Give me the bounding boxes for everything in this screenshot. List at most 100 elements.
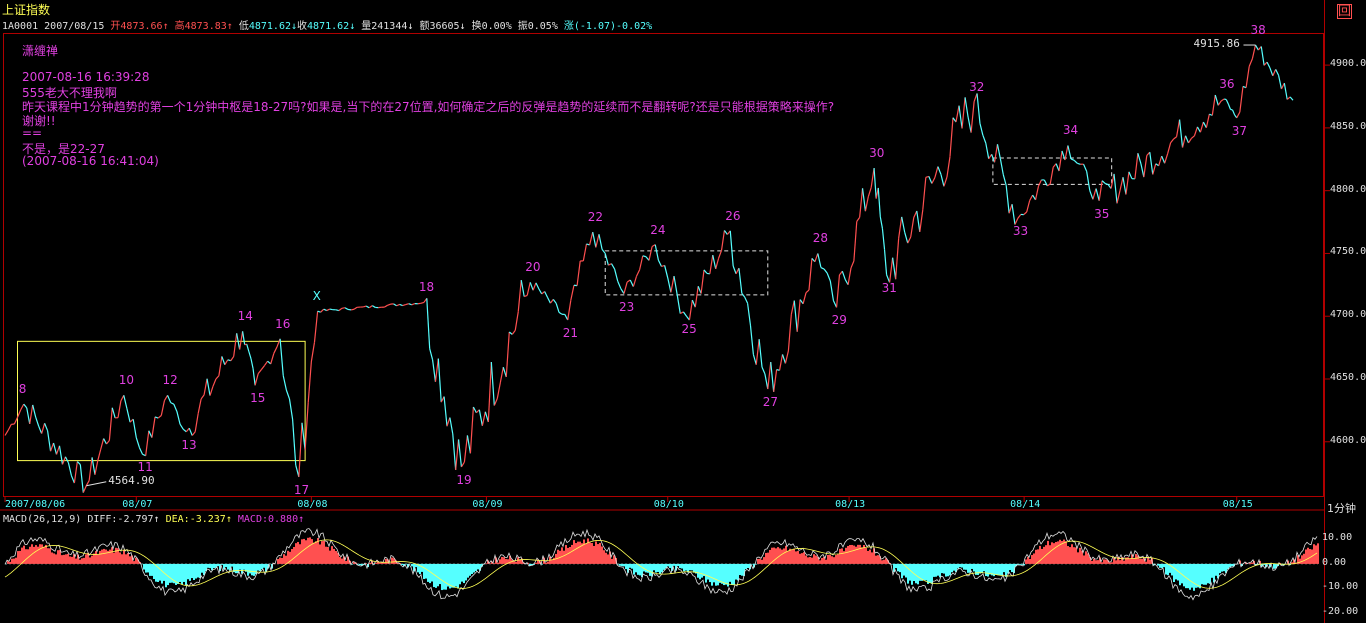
price-segment xyxy=(1049,167,1054,185)
macd-bar xyxy=(491,561,493,564)
macd-bar xyxy=(423,563,425,580)
macd-bar xyxy=(1107,560,1109,564)
macd-bar xyxy=(743,563,745,577)
period-label[interactable]: 1分钟 xyxy=(1327,502,1356,515)
macd-bar xyxy=(793,548,795,564)
price-segment xyxy=(1173,136,1177,140)
price-segment xyxy=(844,279,849,286)
price-segment xyxy=(657,259,663,267)
macd-bar xyxy=(309,537,311,564)
price-segment xyxy=(472,406,477,414)
macd-bar xyxy=(1047,540,1049,564)
macd-bar xyxy=(1041,548,1043,564)
macd-bar xyxy=(177,563,179,584)
macd-bar xyxy=(613,555,615,564)
price-segment xyxy=(604,253,609,266)
macd-bar xyxy=(1161,563,1163,569)
macd-bar xyxy=(1149,559,1151,564)
up-arrow-icon: ↑ xyxy=(226,21,233,32)
macd-bar xyxy=(1303,553,1305,564)
macd-bar xyxy=(1045,545,1047,564)
macd-bar xyxy=(977,563,979,575)
macd-bar xyxy=(1307,547,1309,564)
corner-marker[interactable]: 回 xyxy=(1337,4,1353,19)
price-segment xyxy=(257,369,262,374)
macd-bar xyxy=(999,563,1001,576)
price-segment xyxy=(1058,150,1063,172)
macd-bar xyxy=(377,561,379,564)
macd-bar xyxy=(343,556,345,564)
macd-bar xyxy=(1275,563,1277,569)
wave-label: 27 xyxy=(762,395,779,410)
price-segment xyxy=(688,300,693,321)
price-segment xyxy=(46,430,52,452)
macd-bar xyxy=(933,563,935,577)
price-segment xyxy=(532,282,537,291)
price-segment xyxy=(23,403,28,409)
macd-bar xyxy=(955,563,957,572)
price-segment xyxy=(943,176,948,187)
price-segment xyxy=(1017,214,1022,219)
zhongshu-box xyxy=(604,250,769,296)
macd-bar xyxy=(433,563,435,588)
macd-bar xyxy=(919,563,921,581)
macd-bar xyxy=(205,563,207,572)
macd-bar xyxy=(771,547,773,564)
macd-bar xyxy=(19,550,21,564)
macd-bar xyxy=(453,563,455,588)
macd-bar xyxy=(13,558,15,564)
price-segment xyxy=(682,311,687,317)
price-segment xyxy=(313,311,319,343)
macd-bar xyxy=(1171,563,1173,576)
macd-bar xyxy=(331,546,333,564)
macd-bar xyxy=(759,558,761,564)
macd-bar xyxy=(675,563,677,571)
price-segment xyxy=(307,361,312,403)
macd-bar xyxy=(761,559,763,564)
macd-bar xyxy=(257,563,259,571)
wave-label: 20 xyxy=(525,260,541,275)
macd-bar xyxy=(1013,563,1015,574)
price-segment xyxy=(832,300,838,308)
macd-bar xyxy=(879,556,881,564)
macd-bar xyxy=(895,563,897,569)
macd-bar xyxy=(1251,562,1253,564)
macd-bar xyxy=(1057,541,1059,564)
price-segment xyxy=(393,303,397,307)
macd-bar xyxy=(333,548,335,564)
macd-bar xyxy=(359,563,361,566)
macd-bar xyxy=(135,557,137,564)
macd-bar xyxy=(995,563,997,575)
macd-bar xyxy=(727,563,729,587)
macd-bar xyxy=(361,563,363,566)
macd-bar xyxy=(989,563,991,575)
macd-bar xyxy=(653,563,655,571)
macd-bar xyxy=(151,563,153,576)
price-segment xyxy=(1082,163,1088,172)
diff-value: -2.797 xyxy=(117,514,154,525)
macd-bar xyxy=(571,544,573,564)
macd-bar xyxy=(655,563,657,573)
macd-bar xyxy=(993,563,995,577)
price-segment xyxy=(170,402,175,405)
price-segment xyxy=(310,342,316,362)
wave-label: 24 xyxy=(650,222,666,237)
macd-bar xyxy=(1117,556,1119,564)
macd-bar xyxy=(1131,554,1133,564)
price-segment xyxy=(452,433,457,470)
macd-bar xyxy=(957,563,959,569)
macd-bar xyxy=(823,556,825,564)
macd-bar xyxy=(1219,563,1221,574)
macd-bar xyxy=(1177,563,1179,581)
price-segment xyxy=(455,439,460,470)
macd-bar xyxy=(681,563,683,569)
macd-bar xyxy=(753,563,755,568)
macd-bar xyxy=(1181,563,1183,584)
price-segment xyxy=(1055,163,1060,172)
macd-bar xyxy=(437,563,439,587)
price-segment xyxy=(861,188,867,212)
price-segment xyxy=(167,395,172,403)
macd-bar xyxy=(1037,549,1039,564)
price-segment xyxy=(1089,190,1094,200)
comment-timestamp: 2007-08-16 16:39:28 xyxy=(22,70,150,84)
